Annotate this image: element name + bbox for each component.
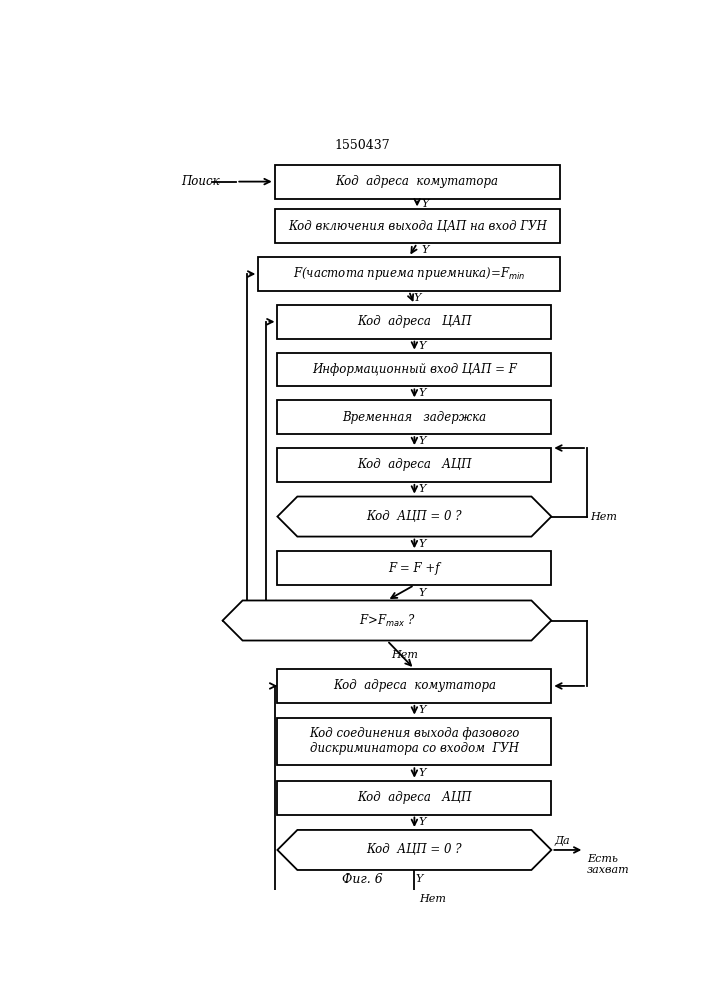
- Text: Нет: Нет: [590, 512, 617, 522]
- Text: Код включения выхода ЦАП на вход ГУН: Код включения выхода ЦАП на вход ГУН: [288, 220, 547, 233]
- Text: Y: Y: [419, 768, 426, 778]
- Text: 1550437: 1550437: [334, 139, 390, 152]
- Text: Нет: Нет: [419, 894, 445, 904]
- Text: Y: Y: [419, 817, 426, 827]
- Text: Временная   задержка: Временная задержка: [342, 411, 486, 424]
- Text: Код  адреса  комутатора: Код адреса комутатора: [333, 679, 496, 692]
- Text: Да: Да: [554, 836, 570, 846]
- Text: Y: Y: [419, 588, 426, 598]
- Bar: [277, 305, 551, 339]
- Text: Код  АЦП = 0 ?: Код АЦП = 0 ?: [367, 510, 462, 523]
- Text: Поиск: Поиск: [182, 175, 220, 188]
- Text: Код  адреса   АЦП: Код адреса АЦП: [357, 458, 472, 471]
- Text: Y: Y: [416, 874, 423, 884]
- Text: F = F +f: F = F +f: [389, 562, 440, 575]
- Text: Y: Y: [419, 484, 426, 494]
- Text: Y: Y: [419, 388, 426, 398]
- Text: Информационный вход ЦАП = F: Информационный вход ЦАП = F: [312, 363, 517, 376]
- Text: Y: Y: [414, 293, 421, 303]
- Text: Код  адреса   АЦП: Код адреса АЦП: [357, 791, 472, 804]
- Text: Y: Y: [419, 436, 426, 446]
- Text: Фиг. 6: Фиг. 6: [342, 873, 382, 886]
- Text: Y: Y: [419, 341, 426, 351]
- Bar: [277, 669, 551, 703]
- Text: Y: Y: [421, 245, 429, 255]
- Polygon shape: [277, 830, 551, 870]
- Text: Код  адреса  комутатора: Код адреса комутатора: [336, 175, 498, 188]
- Polygon shape: [223, 600, 551, 641]
- Bar: [274, 209, 560, 243]
- Text: F(частота приема приемника)=F$_{min}$: F(частота приема приемника)=F$_{min}$: [293, 265, 525, 282]
- Bar: [277, 400, 551, 434]
- Bar: [258, 257, 560, 291]
- Bar: [277, 353, 551, 386]
- Text: Y: Y: [419, 705, 426, 715]
- Text: Код соединения выхода фазового
дискриминатора со входом  ГУН: Код соединения выхода фазового дискримин…: [309, 727, 520, 755]
- Bar: [277, 781, 551, 815]
- Bar: [274, 165, 560, 199]
- Text: Есть
захват: Есть захват: [587, 854, 630, 875]
- Polygon shape: [277, 497, 551, 537]
- Bar: [277, 551, 551, 585]
- Text: Y: Y: [421, 199, 429, 209]
- Text: Y: Y: [419, 539, 426, 549]
- Text: Код  АЦП = 0 ?: Код АЦП = 0 ?: [367, 843, 462, 856]
- Bar: [277, 448, 551, 482]
- Text: Код  адреса   ЦАП: Код адреса ЦАП: [357, 315, 472, 328]
- Text: Нет: Нет: [392, 650, 419, 660]
- Text: F>F$_{max}$ ?: F>F$_{max}$ ?: [358, 612, 416, 629]
- Bar: [277, 718, 551, 765]
